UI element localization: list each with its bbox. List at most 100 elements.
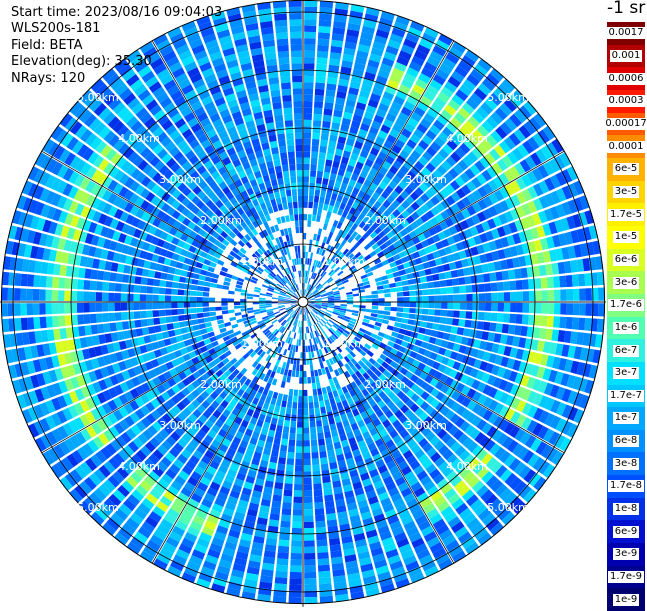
ppi-gate-cell <box>317 51 328 58</box>
ppi-gate-cell <box>382 280 389 285</box>
ppi-gate-cell <box>510 292 516 301</box>
ppi-gate-cell <box>308 265 311 271</box>
ppi-gate-cell <box>485 293 492 301</box>
ppi-gate-cell <box>304 446 311 452</box>
ppi-gate-cell <box>231 275 238 280</box>
ppi-gate-cell <box>429 303 435 309</box>
colorbar-tick-label: 0.0006 <box>607 73 646 85</box>
ppi-gate-cell <box>279 533 290 540</box>
ppi-gate-cell <box>285 477 293 484</box>
range-label: 5.00km <box>77 91 119 104</box>
ppi-gate-cell <box>547 316 554 327</box>
ppi-gate-cell <box>303 352 306 358</box>
ppi-gate-cell <box>280 152 287 159</box>
ppi-gate-cell <box>422 289 429 295</box>
ppi-gate-cell <box>304 32 316 39</box>
ppi-gate-cell <box>20 303 27 315</box>
ppi-gate-cell <box>318 228 323 235</box>
ppi-gate-cell <box>209 307 216 311</box>
ppi-gate-cell <box>304 459 311 466</box>
ppi-gate-cell <box>91 325 99 335</box>
ppi-gate-cell <box>314 196 319 203</box>
ppi-gate-cell <box>58 277 65 288</box>
ppi-gate-cell <box>282 502 291 509</box>
colorbar-tick-label: 3e-6 <box>613 277 640 289</box>
ppi-gate-cell <box>295 139 302 146</box>
ppi-gate-cell <box>311 158 318 165</box>
ppi-gate-cell <box>298 252 301 258</box>
ppi-gate-cell <box>322 178 328 185</box>
ppi-gate-cell <box>403 308 410 313</box>
ppi-gate-cell <box>294 390 298 397</box>
ppi-gate-cell <box>372 302 378 305</box>
ppi-gate-cell <box>274 13 287 20</box>
ppi-gate-cell <box>300 352 303 358</box>
ppi-gate-cell <box>206 327 213 333</box>
ppi-gate-cell <box>293 88 302 95</box>
range-label: 1.00km <box>323 337 365 350</box>
ppi-gate-cell <box>304 107 313 114</box>
ppi-gate-cell <box>290 421 296 428</box>
ppi-gate-cell <box>433 316 440 323</box>
start-time: Start time: 2023/08/16 09:04:03 <box>11 5 222 21</box>
ppi-gate-cell <box>121 284 128 292</box>
ppi-gate-cell <box>422 309 429 315</box>
ppi-gate-cell <box>290 177 296 184</box>
ppi-gate-cell <box>146 286 153 293</box>
ppi-gate-cell <box>313 389 318 396</box>
ppi-gate-cell <box>471 321 478 329</box>
ppi-gate-cell <box>134 320 141 328</box>
ppi-gate-cell <box>291 44 302 51</box>
ppi-gate-cell <box>460 294 467 301</box>
colorbar-tick-label: 1.7e-7 <box>608 390 644 402</box>
ppi-gate-cell <box>377 314 384 319</box>
ppi-gate-cell <box>247 308 254 311</box>
ppi-gate-cell <box>269 173 276 180</box>
ppi-gate-cell <box>304 63 315 70</box>
ppi-gate-cell <box>304 421 310 428</box>
ppi-gate-cell <box>396 312 403 317</box>
ppi-gate-cell <box>466 285 473 293</box>
ppi-gate-cell <box>282 165 289 172</box>
ppi-gate-cell <box>247 296 254 299</box>
ppi-gate-cell <box>122 274 129 283</box>
ppi-gate-cell <box>384 289 391 294</box>
ppi-gate-cell <box>128 321 135 329</box>
ppi-gate-cell <box>304 440 310 446</box>
ppi-gate-cell <box>578 274 585 287</box>
ppi-gate-cell <box>278 140 286 147</box>
ppi-gate-cell <box>510 303 516 312</box>
ppi-gate-cell <box>298 202 302 208</box>
ppi-gate-cell <box>275 360 280 367</box>
ppi-gate-cell <box>324 488 333 495</box>
ppi-gate-cell <box>280 521 290 528</box>
ppi-gate-cell <box>303 214 307 220</box>
ppi-gate-cell <box>274 311 280 315</box>
ppi-gate-cell <box>285 471 293 478</box>
ppi-gate-cell <box>210 316 217 321</box>
ppi-gate-cell <box>377 285 384 290</box>
ppi-gate-cell <box>451 270 458 278</box>
ppi-gate-cell <box>154 271 161 279</box>
ppi-gate-cell <box>14 318 21 331</box>
ppi-gate-cell <box>516 314 523 324</box>
ppi-gate-cell <box>180 270 187 277</box>
ppi-gate-cell <box>311 151 318 158</box>
ppi-gate-cell <box>341 300 347 302</box>
ppi-gate-cell <box>567 303 574 315</box>
ppi-gate-cell <box>316 177 322 184</box>
ppi-gate-cell <box>294 490 303 497</box>
ppi-gate-cell <box>91 270 99 280</box>
ppi-gate-cell <box>179 276 186 282</box>
ppi-gate-cell <box>253 302 259 304</box>
ppi-gate-cell <box>316 533 327 540</box>
ppi-gate-cell <box>323 223 328 230</box>
colorbar-cell: 3e-6 <box>607 271 645 294</box>
ppi-gate-cell <box>148 326 155 334</box>
ppi-gate-cell <box>560 303 567 315</box>
colorbar-cell: 6e-5 <box>607 158 645 181</box>
ppi-gate-cell <box>272 153 280 160</box>
ppi-gate-cell <box>274 482 283 489</box>
ppi-gate-cell <box>325 437 332 444</box>
ppi-gate-cell <box>318 32 330 39</box>
